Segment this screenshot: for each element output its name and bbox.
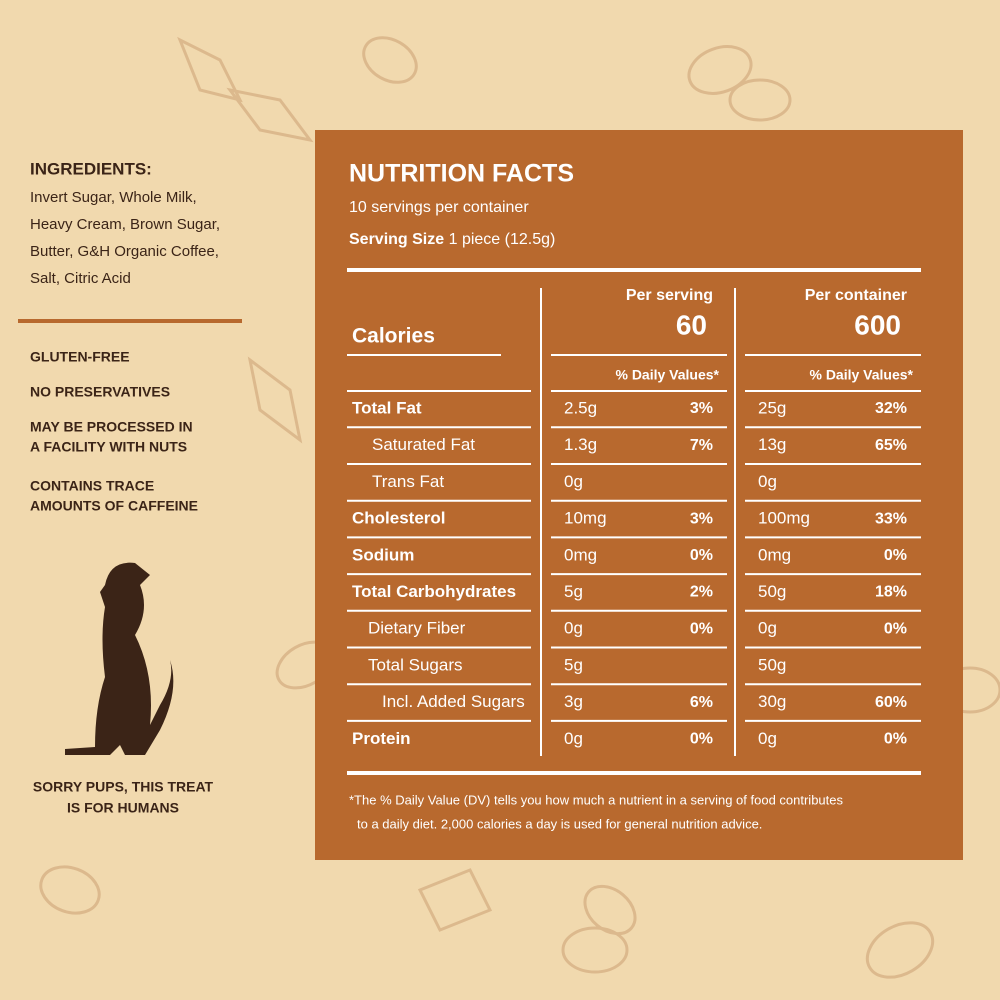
column-header: Per container — [805, 287, 907, 304]
daily-value: 0% — [884, 620, 907, 637]
note: CONTAINS TRACE — [30, 478, 154, 494]
daily-value: 60% — [875, 694, 907, 711]
nutrient-name: Protein — [352, 729, 411, 748]
amount: 0g — [564, 619, 583, 638]
daily-value: 0% — [690, 547, 713, 564]
daily-value: 0% — [884, 547, 907, 564]
nutrient-name: Trans Fat — [372, 472, 444, 491]
nutrition-title: NUTRITION FACTS — [349, 160, 574, 188]
note: GLUTEN-FREE — [30, 349, 130, 365]
calories-value: 60 — [676, 309, 707, 340]
nutrient-name: Incl. Added Sugars — [382, 692, 525, 711]
daily-value: 2% — [690, 584, 713, 601]
amount: 50g — [758, 655, 786, 674]
dog-caption: SORRY PUPS, THIS TREAT IS FOR HUMANS — [33, 779, 214, 816]
calories-value: 600 — [854, 309, 901, 340]
calories-label: Calories — [352, 325, 435, 348]
daily-value: 33% — [875, 510, 907, 527]
amount: 5g — [564, 655, 583, 674]
amount: 1.3g — [564, 435, 597, 454]
amount: 10mg — [564, 509, 607, 528]
ingredient-line: Invert Sugar, Whole Milk, — [30, 189, 197, 206]
amount: 100mg — [758, 509, 810, 528]
nutrition-panel — [315, 130, 963, 860]
serving-size-label: Serving Size — [349, 231, 444, 248]
nutrient-name: Cholesterol — [352, 509, 446, 528]
daily-value: 6% — [690, 694, 713, 711]
amount: 0mg — [758, 545, 791, 564]
daily-value: 0% — [690, 731, 713, 748]
nutrient-name: Total Sugars — [368, 655, 463, 674]
amount: 3g — [564, 692, 583, 711]
ingredient-line: Heavy Cream, Brown Sugar, — [30, 216, 220, 233]
ingredients: Invert Sugar, Whole Milk, Heavy Cream, Br… — [30, 189, 220, 287]
amount: 0g — [758, 619, 777, 638]
nutrient-name: Saturated Fat — [372, 435, 475, 454]
nutrient-name: Total Carbohydrates — [352, 582, 516, 601]
daily-value: 0% — [690, 620, 713, 637]
daily-value: 18% — [875, 584, 907, 601]
column-header: Per serving — [626, 287, 713, 304]
daily-value: 65% — [875, 437, 907, 454]
servings: 10 servings per container — [349, 199, 529, 216]
note: AMOUNTS OF CAFFEINE — [30, 498, 198, 514]
ingredient-line: Butter, G&H Organic Coffee, — [30, 243, 219, 260]
daily-value: 7% — [690, 437, 713, 454]
amount: 25g — [758, 398, 786, 417]
footnote: to a daily diet. 2,000 calories a day is… — [357, 816, 762, 831]
nutrient-name: Sodium — [352, 545, 414, 564]
amount: 0g — [758, 472, 777, 491]
amount: 50g — [758, 582, 786, 601]
footnote: *The % Daily Value (DV) tells you how mu… — [349, 792, 844, 807]
daily-value: 3% — [690, 510, 713, 527]
ingredient-line: Salt, Citric Acid — [30, 270, 131, 287]
dv-header: % Daily Values* — [615, 367, 719, 383]
note: NO PRESERVATIVES — [30, 384, 170, 400]
nutrient-name: Dietary Fiber — [368, 619, 466, 638]
ingredients-title: INGREDIENTS: — [30, 159, 152, 178]
dog-illustration — [65, 562, 174, 755]
serving-size-value: 1 piece (12.5g) — [449, 231, 556, 248]
amount: 0mg — [564, 545, 597, 564]
notes: GLUTEN-FREE NO PRESERVATIVES MAY BE PROCES… — [30, 349, 198, 514]
amount: 0g — [564, 729, 583, 748]
caption-line: IS FOR HUMANS — [67, 800, 179, 816]
amount: 5g — [564, 582, 583, 601]
dv-header: % Daily Values* — [809, 367, 913, 383]
nutrient-name: Total Fat — [352, 398, 422, 417]
daily-value: 32% — [875, 400, 907, 417]
note: MAY BE PROCESSED IN — [30, 419, 193, 435]
daily-value: 3% — [690, 400, 713, 417]
daily-value: 0% — [884, 731, 907, 748]
amount: 30g — [758, 692, 786, 711]
amount: 0g — [564, 472, 583, 491]
amount: 0g — [758, 729, 777, 748]
amount: 2.5g — [564, 398, 597, 417]
caption-line: SORRY PUPS, THIS TREAT — [33, 779, 214, 795]
serving-size: Serving Size 1 piece (12.5g) — [349, 231, 555, 248]
amount: 13g — [758, 435, 786, 454]
nutrition-table: Per serving 60 % Daily Values* Per containe… — [347, 287, 921, 748]
note: A FACILITY WITH NUTS — [30, 439, 187, 455]
